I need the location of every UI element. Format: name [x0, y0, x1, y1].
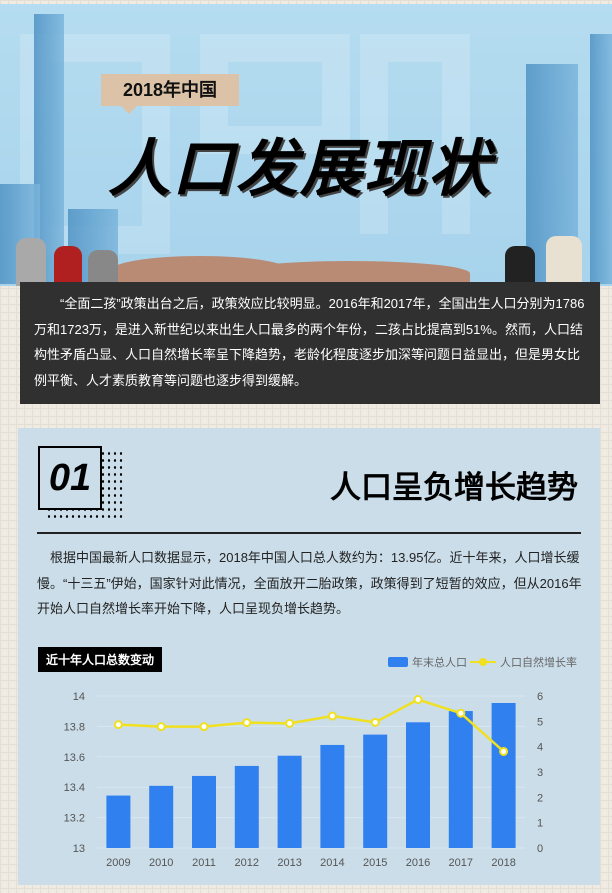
legend-line-marker — [479, 658, 487, 666]
y-left-tick-label: 13.4 — [64, 782, 85, 794]
y-right-tick-label: 3 — [537, 767, 543, 779]
background-shape — [360, 34, 470, 234]
bar-2014 — [320, 744, 345, 848]
section-number: 01 — [38, 446, 102, 510]
y-right-tick-label: 1 — [537, 818, 543, 830]
legend-bar-swatch — [388, 657, 408, 667]
page-title: 人口发展现状 — [108, 135, 493, 204]
chart-title: 近十年人口总数变动 — [38, 647, 163, 672]
growth-rate-point-2017 — [456, 708, 466, 718]
bar-2017 — [448, 711, 473, 848]
y-right-tick-label: 5 — [537, 716, 543, 728]
person-figure — [16, 238, 46, 286]
growth-rate-point-2013 — [285, 718, 295, 728]
guitarist-figure — [546, 236, 582, 286]
x-tick-label: 2016 — [406, 857, 430, 869]
x-tick-label: 2015 — [363, 857, 387, 869]
y-right-tick-label: 0 — [537, 843, 543, 855]
growth-rate-point-2016 — [413, 695, 423, 705]
x-tick-label: 2009 — [106, 857, 130, 869]
growth-rate-point-2009 — [113, 720, 123, 730]
hero-banner — [0, 4, 612, 286]
bar-2011 — [192, 775, 216, 848]
growth-rate-line — [118, 698, 505, 753]
y-left-tick-label: 14 — [73, 691, 85, 703]
x-tick-label: 2014 — [320, 857, 344, 869]
person-figure — [54, 246, 82, 286]
y-left-tick-label: 13.2 — [64, 813, 85, 825]
legend: 年末总人口 人口自然增长率 — [388, 655, 577, 669]
x-tick-label: 2010 — [149, 857, 173, 869]
bar-2015 — [363, 734, 388, 848]
growth-rate-point-2011 — [199, 722, 209, 732]
bar-2009 — [106, 795, 131, 848]
divider — [37, 532, 581, 534]
bar-2010 — [149, 785, 174, 848]
x-tick-label: 2018 — [491, 857, 515, 869]
x-tick-label: 2017 — [449, 857, 473, 869]
bar-2016 — [406, 722, 430, 848]
y-right-tick-label: 6 — [537, 691, 543, 703]
person-figure — [505, 246, 535, 286]
legend-line-label: 人口自然增长率 — [500, 655, 577, 669]
growth-rate-point-2014 — [327, 711, 337, 721]
skyscraper-right — [590, 34, 612, 284]
bar-2018 — [491, 702, 516, 848]
x-tick-label: 2013 — [277, 857, 301, 869]
legend-bar-label: 年末总人口 — [412, 655, 467, 669]
y-right-tick-label: 2 — [537, 792, 543, 804]
growth-rate-point-2012 — [242, 718, 252, 728]
growth-rate-point-2018 — [499, 746, 509, 756]
growth-rate-point-2015 — [370, 717, 380, 727]
bar-2013 — [277, 755, 302, 848]
section-title: 人口呈负增长趋势 — [330, 470, 578, 505]
y-left-tick-label: 13.6 — [64, 752, 85, 764]
x-tick-label: 2011 — [192, 857, 216, 869]
x-tick-label: 2012 — [235, 857, 259, 869]
year-tag: 2018年中国 — [101, 74, 239, 114]
section-body: 根据中国最新人口数据显示，2018年中国人口总人数约为：13.95亿。近十年来，… — [37, 550, 582, 616]
y-left-tick-label: 13 — [73, 843, 85, 855]
y-left-tick-label: 13.8 — [64, 721, 85, 733]
bar-2012 — [234, 765, 259, 848]
person-figure — [88, 250, 118, 286]
population-chart: 年末总人口 人口自然增长率 13 13.2 13.4 13.6 13.8 14 0 1 2 3 4 5… — [64, 655, 577, 869]
intro-text: “全面二孩”政策出台之后，政策效应比较明显。2016年和2017年，全国出生人口… — [20, 282, 600, 404]
y-right-tick-label: 4 — [537, 742, 543, 754]
growth-rate-point-2010 — [156, 722, 166, 732]
rock-decoration — [230, 261, 470, 286]
